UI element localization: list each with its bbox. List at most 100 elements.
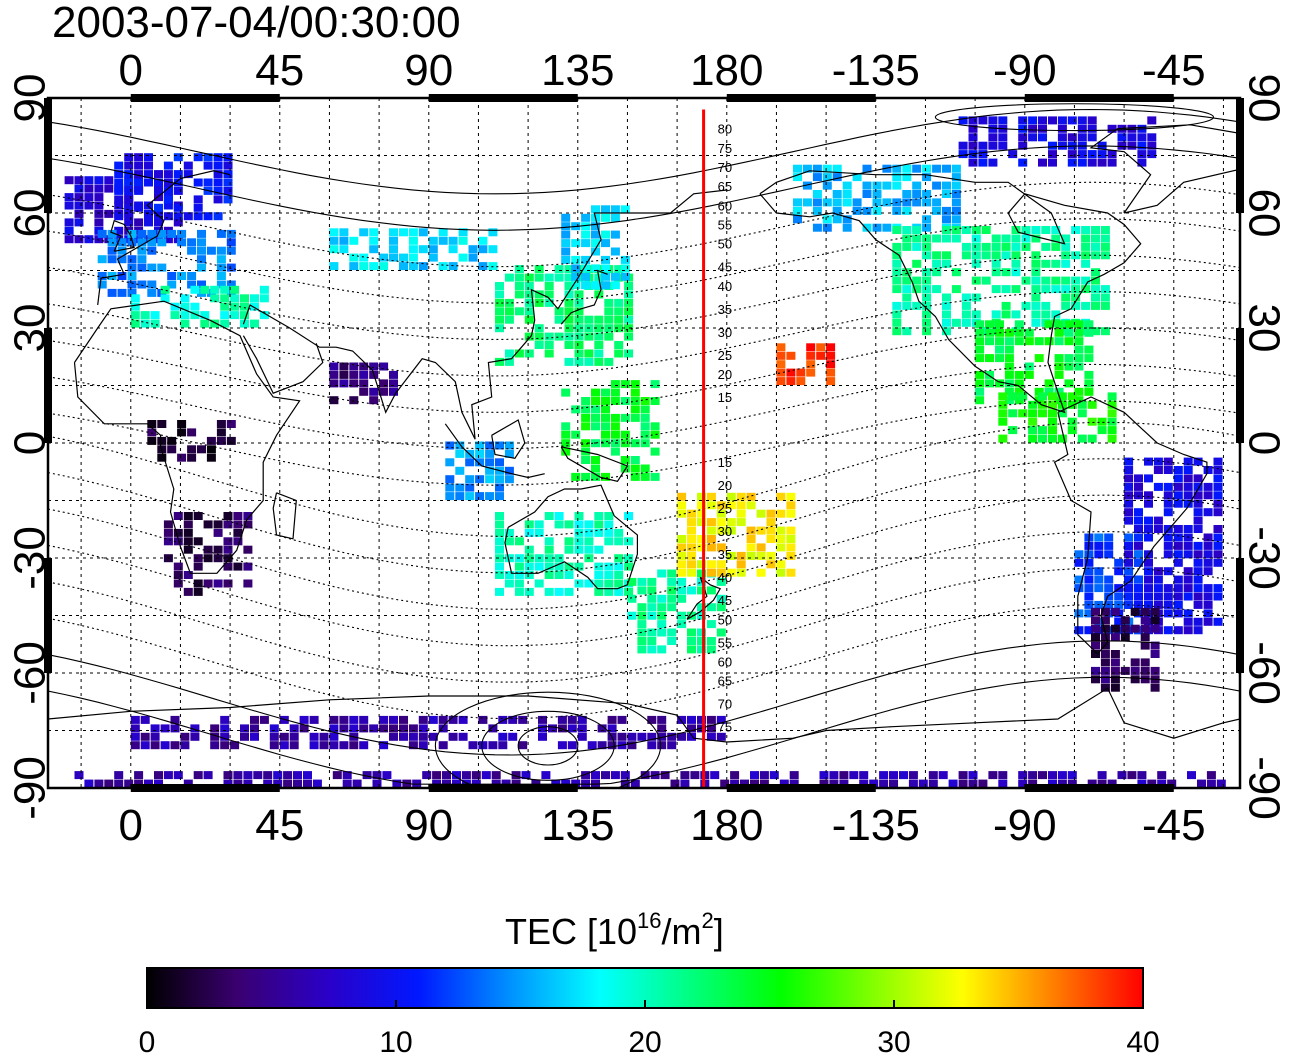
tec-cell: [706, 637, 716, 645]
magnetic-latitude-label: 70: [718, 160, 732, 175]
tec-cell: [1163, 482, 1173, 491]
tec-cell: [607, 724, 617, 733]
tec-cell: [1193, 525, 1203, 533]
tec-cell: [1100, 607, 1110, 616]
tec-cell: [687, 628, 696, 637]
tec-cell: [942, 181, 951, 190]
tec-cell: [657, 645, 667, 654]
tec-cell: [521, 771, 531, 780]
tec-cell: [697, 560, 706, 569]
tec-cell: [1014, 370, 1024, 379]
tec-cell: [1087, 133, 1097, 142]
tec-cell: [1004, 387, 1014, 396]
tec-cell: [1057, 116, 1067, 125]
magnetic-latitude-contour: [48, 145, 1240, 231]
tec-cell: [806, 360, 816, 369]
tec-cell: [998, 133, 1008, 142]
tec-cell: [968, 116, 978, 125]
tec-cell: [150, 319, 160, 328]
tec-cell: [200, 285, 210, 294]
tec-cell: [134, 218, 144, 227]
tec-cell: [329, 741, 339, 750]
tec-cell: [1028, 426, 1038, 435]
tec-cell: [379, 362, 389, 371]
tec-cell: [726, 568, 736, 577]
tec-cell: [183, 520, 193, 529]
tec-cell: [130, 715, 140, 724]
tec-cell: [786, 351, 796, 360]
tec-cell: [1110, 607, 1120, 616]
tec-cell: [339, 724, 349, 733]
frame-bar: [1236, 328, 1244, 443]
tec-cell: [657, 732, 667, 741]
tec-cell: [445, 492, 455, 501]
tec-cell: [203, 153, 213, 162]
tec-cell: [776, 526, 786, 535]
magnetic-latitude-contour: [48, 421, 1240, 538]
tec-cell: [1107, 779, 1117, 788]
tec-cell: [154, 771, 163, 780]
tec-cell: [706, 568, 716, 577]
tec-cell: [812, 198, 822, 207]
tec-cell: [160, 294, 170, 303]
tec-cell: [961, 251, 971, 260]
tec-cell: [157, 436, 167, 445]
coastline: [1053, 396, 1208, 655]
tec-cell: [1183, 541, 1193, 550]
tec-cell: [289, 732, 299, 741]
magnetic-pole-contour: [481, 710, 615, 781]
tec-cell: [1173, 491, 1183, 500]
tec-cell: [928, 771, 938, 780]
tec-cell: [1008, 426, 1018, 435]
tec-cell: [902, 198, 912, 207]
tec-cell: [716, 509, 726, 518]
tec-cell: [1041, 226, 1051, 234]
tec-cell: [1054, 328, 1064, 337]
tec-cell: [766, 518, 776, 527]
tec-cell: [339, 379, 349, 388]
tec-cell: [1153, 592, 1163, 601]
tec-cell: [1084, 345, 1094, 354]
tec-cell: [329, 370, 339, 379]
tec-cell: [1048, 434, 1057, 443]
tec-cell: [203, 520, 213, 529]
tec-cell: [495, 554, 504, 563]
tec-cell: [1193, 600, 1203, 609]
tec-cell: [677, 620, 687, 629]
tec-cell: [1107, 124, 1117, 133]
tec-cell: [951, 181, 961, 190]
tec-cell: [329, 379, 339, 388]
tec-cell: [1084, 379, 1094, 388]
tec-cell: [137, 238, 147, 247]
tec-cell: [1091, 293, 1100, 302]
tec-cell: [230, 302, 240, 311]
tec-cell: [1038, 124, 1047, 133]
tec-cell: [822, 198, 832, 207]
tec-cell: [574, 579, 584, 588]
tec-cell: [147, 280, 157, 289]
tec-cell: [1134, 584, 1143, 593]
tec-cell: [892, 318, 902, 327]
tec-cell: [554, 273, 564, 282]
tec-cell: [197, 263, 206, 272]
tec-cell: [902, 276, 912, 285]
tec-cell: [564, 332, 574, 341]
tec-cell: [637, 628, 647, 637]
tec-cell: [902, 293, 912, 302]
tec-cell: [187, 272, 197, 280]
tec-cell: [697, 492, 706, 501]
frame-bar: [44, 98, 52, 213]
tec-cell: [524, 545, 534, 554]
tec-cell: [372, 779, 382, 788]
tec-cell: [806, 351, 816, 360]
tec-cell: [293, 771, 302, 780]
tec-cell: [389, 228, 398, 237]
tec-cell: [399, 262, 408, 271]
tec-cell: [1074, 396, 1084, 405]
tec-cell: [213, 520, 223, 529]
tec-cell: [197, 229, 206, 238]
tec-cell: [657, 741, 667, 750]
tec-cell: [697, 569, 706, 578]
tec-cell: [1107, 426, 1117, 435]
tec-cell: [640, 771, 650, 780]
